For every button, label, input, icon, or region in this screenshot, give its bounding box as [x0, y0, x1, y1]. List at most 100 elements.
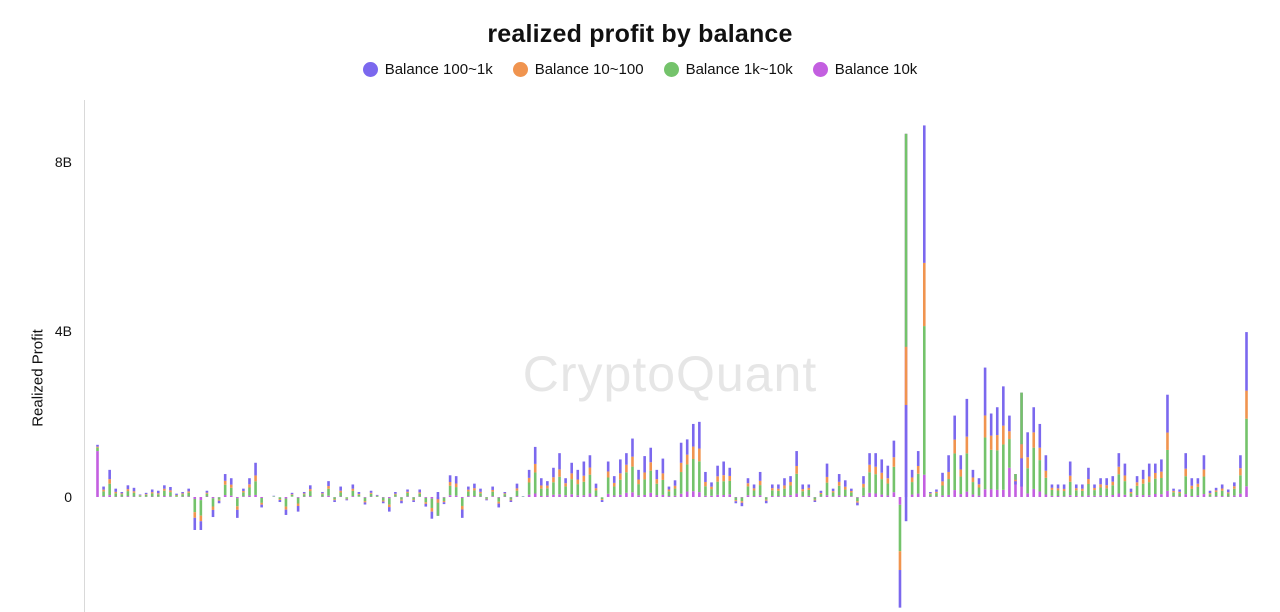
bar-segment[interactable] — [1233, 482, 1236, 487]
bar-segment[interactable] — [102, 486, 105, 490]
bar-segment[interactable] — [1093, 495, 1096, 497]
bar-segment[interactable] — [594, 488, 598, 491]
bar-segment[interactable] — [564, 478, 567, 484]
bar-segment[interactable] — [1214, 490, 1218, 492]
bar-segment[interactable] — [667, 486, 671, 490]
bar-segment[interactable] — [1105, 488, 1108, 496]
bar-segment[interactable] — [1062, 491, 1066, 497]
bar-segment[interactable] — [132, 487, 136, 492]
bar-segment[interactable] — [704, 471, 707, 482]
bar-segment[interactable] — [1190, 485, 1194, 489]
bar-segment[interactable] — [1062, 496, 1066, 497]
bar-segment[interactable] — [242, 492, 245, 497]
bar-segment[interactable] — [223, 480, 227, 485]
bar-segment[interactable] — [126, 489, 130, 492]
bar-segment[interactable] — [217, 497, 221, 500]
bar-segment[interactable] — [1056, 484, 1060, 489]
bar-segment[interactable] — [527, 477, 531, 483]
bar-segment[interactable] — [1081, 488, 1084, 491]
bar-segment[interactable] — [242, 488, 245, 491]
bar-segment[interactable] — [357, 493, 361, 495]
bar-segment[interactable] — [156, 493, 160, 495]
bar-segment[interactable] — [1178, 491, 1181, 494]
bar-segment[interactable] — [819, 494, 823, 497]
bar-segment[interactable] — [758, 480, 762, 486]
bar-segment[interactable] — [236, 509, 239, 518]
bar-segment[interactable] — [685, 454, 689, 465]
bar-segment[interactable] — [989, 449, 993, 490]
bar-segment[interactable] — [108, 479, 111, 484]
bar-segment[interactable] — [1190, 478, 1194, 486]
bar-segment[interactable] — [1160, 478, 1163, 495]
bar-segment[interactable] — [1214, 487, 1218, 491]
bar-segment[interactable] — [1135, 476, 1139, 483]
bar-segment[interactable] — [995, 407, 999, 436]
bar-segment[interactable] — [442, 497, 446, 502]
bar-segment[interactable] — [394, 494, 397, 497]
bar-segment[interactable] — [248, 484, 251, 488]
bar-segment[interactable] — [558, 469, 561, 477]
bar-segment[interactable] — [229, 478, 233, 485]
bar-segment[interactable] — [1178, 496, 1181, 497]
bar-segment[interactable] — [1184, 453, 1188, 469]
bar-segment[interactable] — [922, 474, 926, 497]
bar-segment[interactable] — [1196, 486, 1200, 496]
bar-segment[interactable] — [1111, 481, 1115, 486]
bar-segment[interactable] — [1087, 495, 1090, 497]
bar-segment[interactable] — [843, 489, 847, 497]
bar-segment[interactable] — [953, 415, 956, 440]
bar-segment[interactable] — [910, 469, 914, 478]
bar-segment[interactable] — [801, 491, 805, 497]
bar-segment[interactable] — [120, 493, 124, 495]
bar-segment[interactable] — [1020, 392, 1023, 445]
bar-segment[interactable] — [880, 479, 884, 495]
bar-segment[interactable] — [612, 495, 616, 497]
bar-segment[interactable] — [114, 488, 118, 492]
bar-segment[interactable] — [357, 491, 361, 494]
bar-segment[interactable] — [588, 493, 592, 497]
bar-segment[interactable] — [1056, 490, 1060, 496]
bar-segment[interactable] — [369, 490, 373, 493]
bar-segment[interactable] — [144, 494, 148, 497]
bar-segment[interactable] — [254, 475, 257, 482]
bar-segment[interactable] — [533, 446, 537, 464]
bar-segment[interactable] — [193, 512, 197, 518]
bar-segment[interactable] — [400, 499, 403, 501]
bar-segment[interactable] — [874, 493, 877, 497]
bar-segment[interactable] — [619, 473, 622, 480]
bar-segment[interactable] — [552, 467, 555, 478]
bar-segment[interactable] — [637, 495, 640, 497]
bar-segment[interactable] — [904, 133, 908, 347]
bar-segment[interactable] — [308, 491, 312, 497]
bar-segment[interactable] — [570, 494, 573, 497]
bar-segment[interactable] — [1105, 478, 1108, 486]
bar-segment[interactable] — [199, 497, 203, 501]
bar-segment[interactable] — [600, 500, 604, 503]
bar-segment[interactable] — [850, 488, 853, 491]
bar-segment[interactable] — [886, 478, 890, 484]
bar-segment[interactable] — [612, 482, 616, 487]
bar-segment[interactable] — [1233, 495, 1236, 497]
bar-segment[interactable] — [448, 482, 452, 486]
bar-segment[interactable] — [442, 502, 446, 505]
bar-segment[interactable] — [363, 497, 367, 502]
bar-segment[interactable] — [594, 490, 598, 497]
bar-segment[interactable] — [1172, 488, 1175, 491]
bar-segment[interactable] — [941, 481, 944, 486]
bar-segment[interactable] — [722, 461, 725, 476]
bar-segment[interactable] — [1074, 495, 1078, 497]
bar-segment[interactable] — [935, 496, 938, 497]
bar-segment[interactable] — [673, 488, 677, 496]
bar-segment[interactable] — [272, 496, 276, 497]
bar-segment[interactable] — [582, 461, 586, 476]
bar-segment[interactable] — [193, 517, 197, 530]
bar-segment[interactable] — [430, 497, 434, 499]
bar-segment[interactable] — [843, 486, 847, 490]
bar-segment[interactable] — [874, 453, 877, 467]
bar-segment[interactable] — [144, 494, 148, 495]
bar-segment[interactable] — [211, 497, 215, 499]
bar-segment[interactable] — [1050, 495, 1054, 497]
bar-segment[interactable] — [892, 492, 896, 497]
bar-segment[interactable] — [698, 421, 701, 449]
bar-segment[interactable] — [1050, 489, 1054, 496]
